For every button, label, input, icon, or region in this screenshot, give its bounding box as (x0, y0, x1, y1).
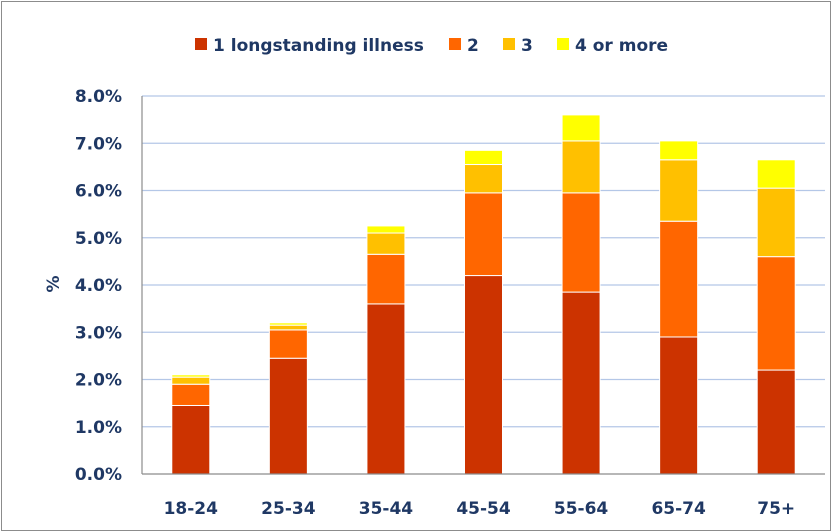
legend-swatch (449, 38, 461, 50)
bar-segment (464, 192, 503, 277)
bar-segment (561, 291, 601, 475)
y-axis-label: % (44, 275, 64, 292)
y-tick-label: 1.0% (75, 418, 122, 438)
bar-segment (561, 192, 601, 293)
bar-segment (464, 149, 503, 166)
x-tick-labels: 18-24 25-34 35-44 45-54 55-64 65-74 75+ (164, 499, 796, 519)
x-tick-label: 25-34 (261, 499, 316, 519)
bar-segment (659, 140, 699, 161)
bar-segment (464, 275, 503, 475)
legend: 1 longstanding illness 2 3 4 or more (195, 36, 668, 56)
legend-label: 4 or more (575, 36, 668, 56)
bar-segment (756, 187, 796, 258)
y-tick-label: 7.0% (75, 134, 122, 154)
legend-swatch (195, 38, 207, 50)
bar-segment (756, 369, 796, 475)
bars (171, 114, 796, 475)
bar-segment (171, 404, 211, 475)
bar-segment (561, 140, 601, 194)
legend-swatch (503, 38, 515, 50)
legend-swatch (557, 38, 569, 50)
bar-segment (268, 357, 308, 475)
bar-segment (171, 374, 211, 378)
bar-segment (366, 253, 406, 305)
x-tick-label: 45-54 (456, 499, 511, 519)
bar-segment (268, 322, 308, 326)
bar-segment (659, 159, 699, 222)
y-tick-label: 0.0% (75, 465, 122, 485)
x-tick-label: 75+ (757, 499, 795, 519)
x-tick-label: 35-44 (359, 499, 414, 519)
axes (141, 96, 825, 475)
x-tick-label: 55-64 (554, 499, 609, 519)
bar-segment (268, 329, 308, 359)
bar-segment (756, 159, 796, 189)
y-tick-label: 3.0% (75, 323, 122, 343)
x-tick-label: 65-74 (651, 499, 706, 519)
bar-segment (268, 324, 308, 331)
legend-label: 3 (521, 36, 533, 56)
y-tick-label: 4.0% (75, 276, 122, 296)
bar-segment (366, 303, 406, 475)
y-tick-label: 8.0% (75, 87, 122, 107)
bar-segment (659, 336, 699, 475)
legend-label: 2 (467, 36, 479, 56)
bar-segment (366, 225, 406, 234)
bar-segment (171, 383, 211, 406)
bar-segment (756, 256, 796, 371)
legend-label: 1 longstanding illness (213, 36, 424, 56)
y-tick-labels: 0.0% 1.0% 2.0% 3.0% 4.0% 5.0% 6.0% 7.0% 8.0% (75, 87, 122, 485)
bar-segment (171, 376, 211, 385)
bar-segment (561, 114, 601, 142)
bar-segment (659, 220, 699, 338)
bar-segment (366, 232, 406, 255)
y-tick-label: 2.0% (75, 371, 122, 391)
y-tick-label: 5.0% (75, 229, 122, 249)
y-tick-label: 6.0% (75, 182, 122, 202)
x-tick-label: 18-24 (164, 499, 219, 519)
bar-segment (464, 164, 503, 194)
